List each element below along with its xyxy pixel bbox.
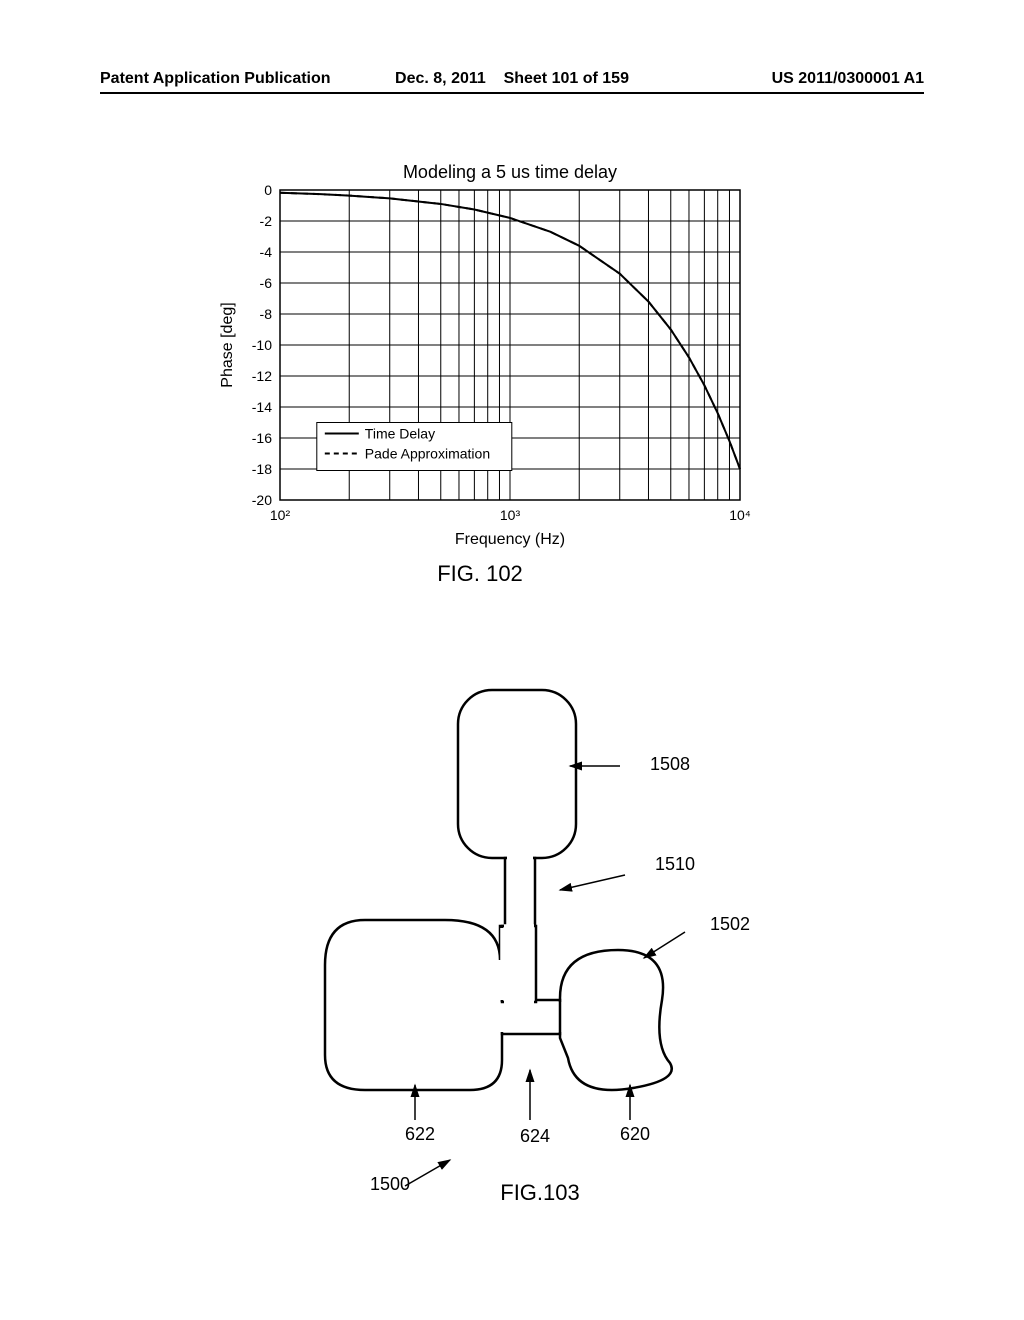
chart-svg: Modeling a 5 us time delay 0 -2 -4 -6 -8 -10 -1…: [200, 160, 760, 550]
svg-text:-16: -16: [252, 430, 272, 446]
svg-text:1510: 1510: [655, 854, 695, 874]
svg-text:-14: -14: [252, 399, 272, 415]
svg-text:0: 0: [264, 182, 272, 198]
diagram-svg: 1508 1510 1502 622 624 620 1500 FIG.103: [240, 660, 800, 1220]
chart-figure-102: Modeling a 5 us time delay 0 -2 -4 -6 -8 -10 -1…: [200, 160, 760, 560]
svg-text:FIG.103: FIG.103: [500, 1180, 579, 1205]
svg-text:10²: 10²: [270, 507, 291, 523]
svg-text:622: 622: [405, 1124, 435, 1144]
svg-text:1502: 1502: [710, 914, 750, 934]
svg-text:10³: 10³: [500, 507, 521, 523]
svg-text:-2: -2: [260, 213, 273, 229]
header-left: Patent Application Publication: [100, 70, 375, 88]
svg-text:Pade Approximation: Pade Approximation: [365, 446, 490, 462]
svg-text:-12: -12: [252, 368, 272, 384]
svg-text:Time Delay: Time Delay: [365, 426, 435, 442]
svg-text:-20: -20: [252, 492, 272, 508]
svg-text:620: 620: [620, 1124, 650, 1144]
svg-text:-8: -8: [260, 306, 273, 322]
svg-text:Modeling a 5 us time delay: Modeling a 5 us time delay: [403, 162, 617, 182]
diagram-figure-103: 1508 1510 1502 622 624 620 1500 FIG.103: [240, 660, 800, 1220]
svg-text:-4: -4: [260, 244, 273, 260]
svg-text:1508: 1508: [650, 754, 690, 774]
header-mid: Dec. 8, 2011 Sheet 101 of 159: [375, 70, 650, 88]
patent-header: Patent Application Publication Dec. 8, 2…: [100, 70, 924, 94]
svg-text:-6: -6: [260, 275, 273, 291]
fig102-caption: FIG. 102: [200, 561, 760, 587]
svg-text:1500: 1500: [370, 1174, 410, 1194]
svg-text:624: 624: [520, 1126, 550, 1146]
svg-text:10⁴: 10⁴: [729, 507, 751, 523]
svg-text:Frequency (Hz): Frequency (Hz): [455, 531, 565, 548]
svg-text:-18: -18: [252, 461, 272, 477]
svg-text:Phase [deg]: Phase [deg]: [219, 302, 236, 387]
svg-text:-10: -10: [252, 337, 272, 353]
header-right: US 2011/0300001 A1: [649, 70, 924, 88]
